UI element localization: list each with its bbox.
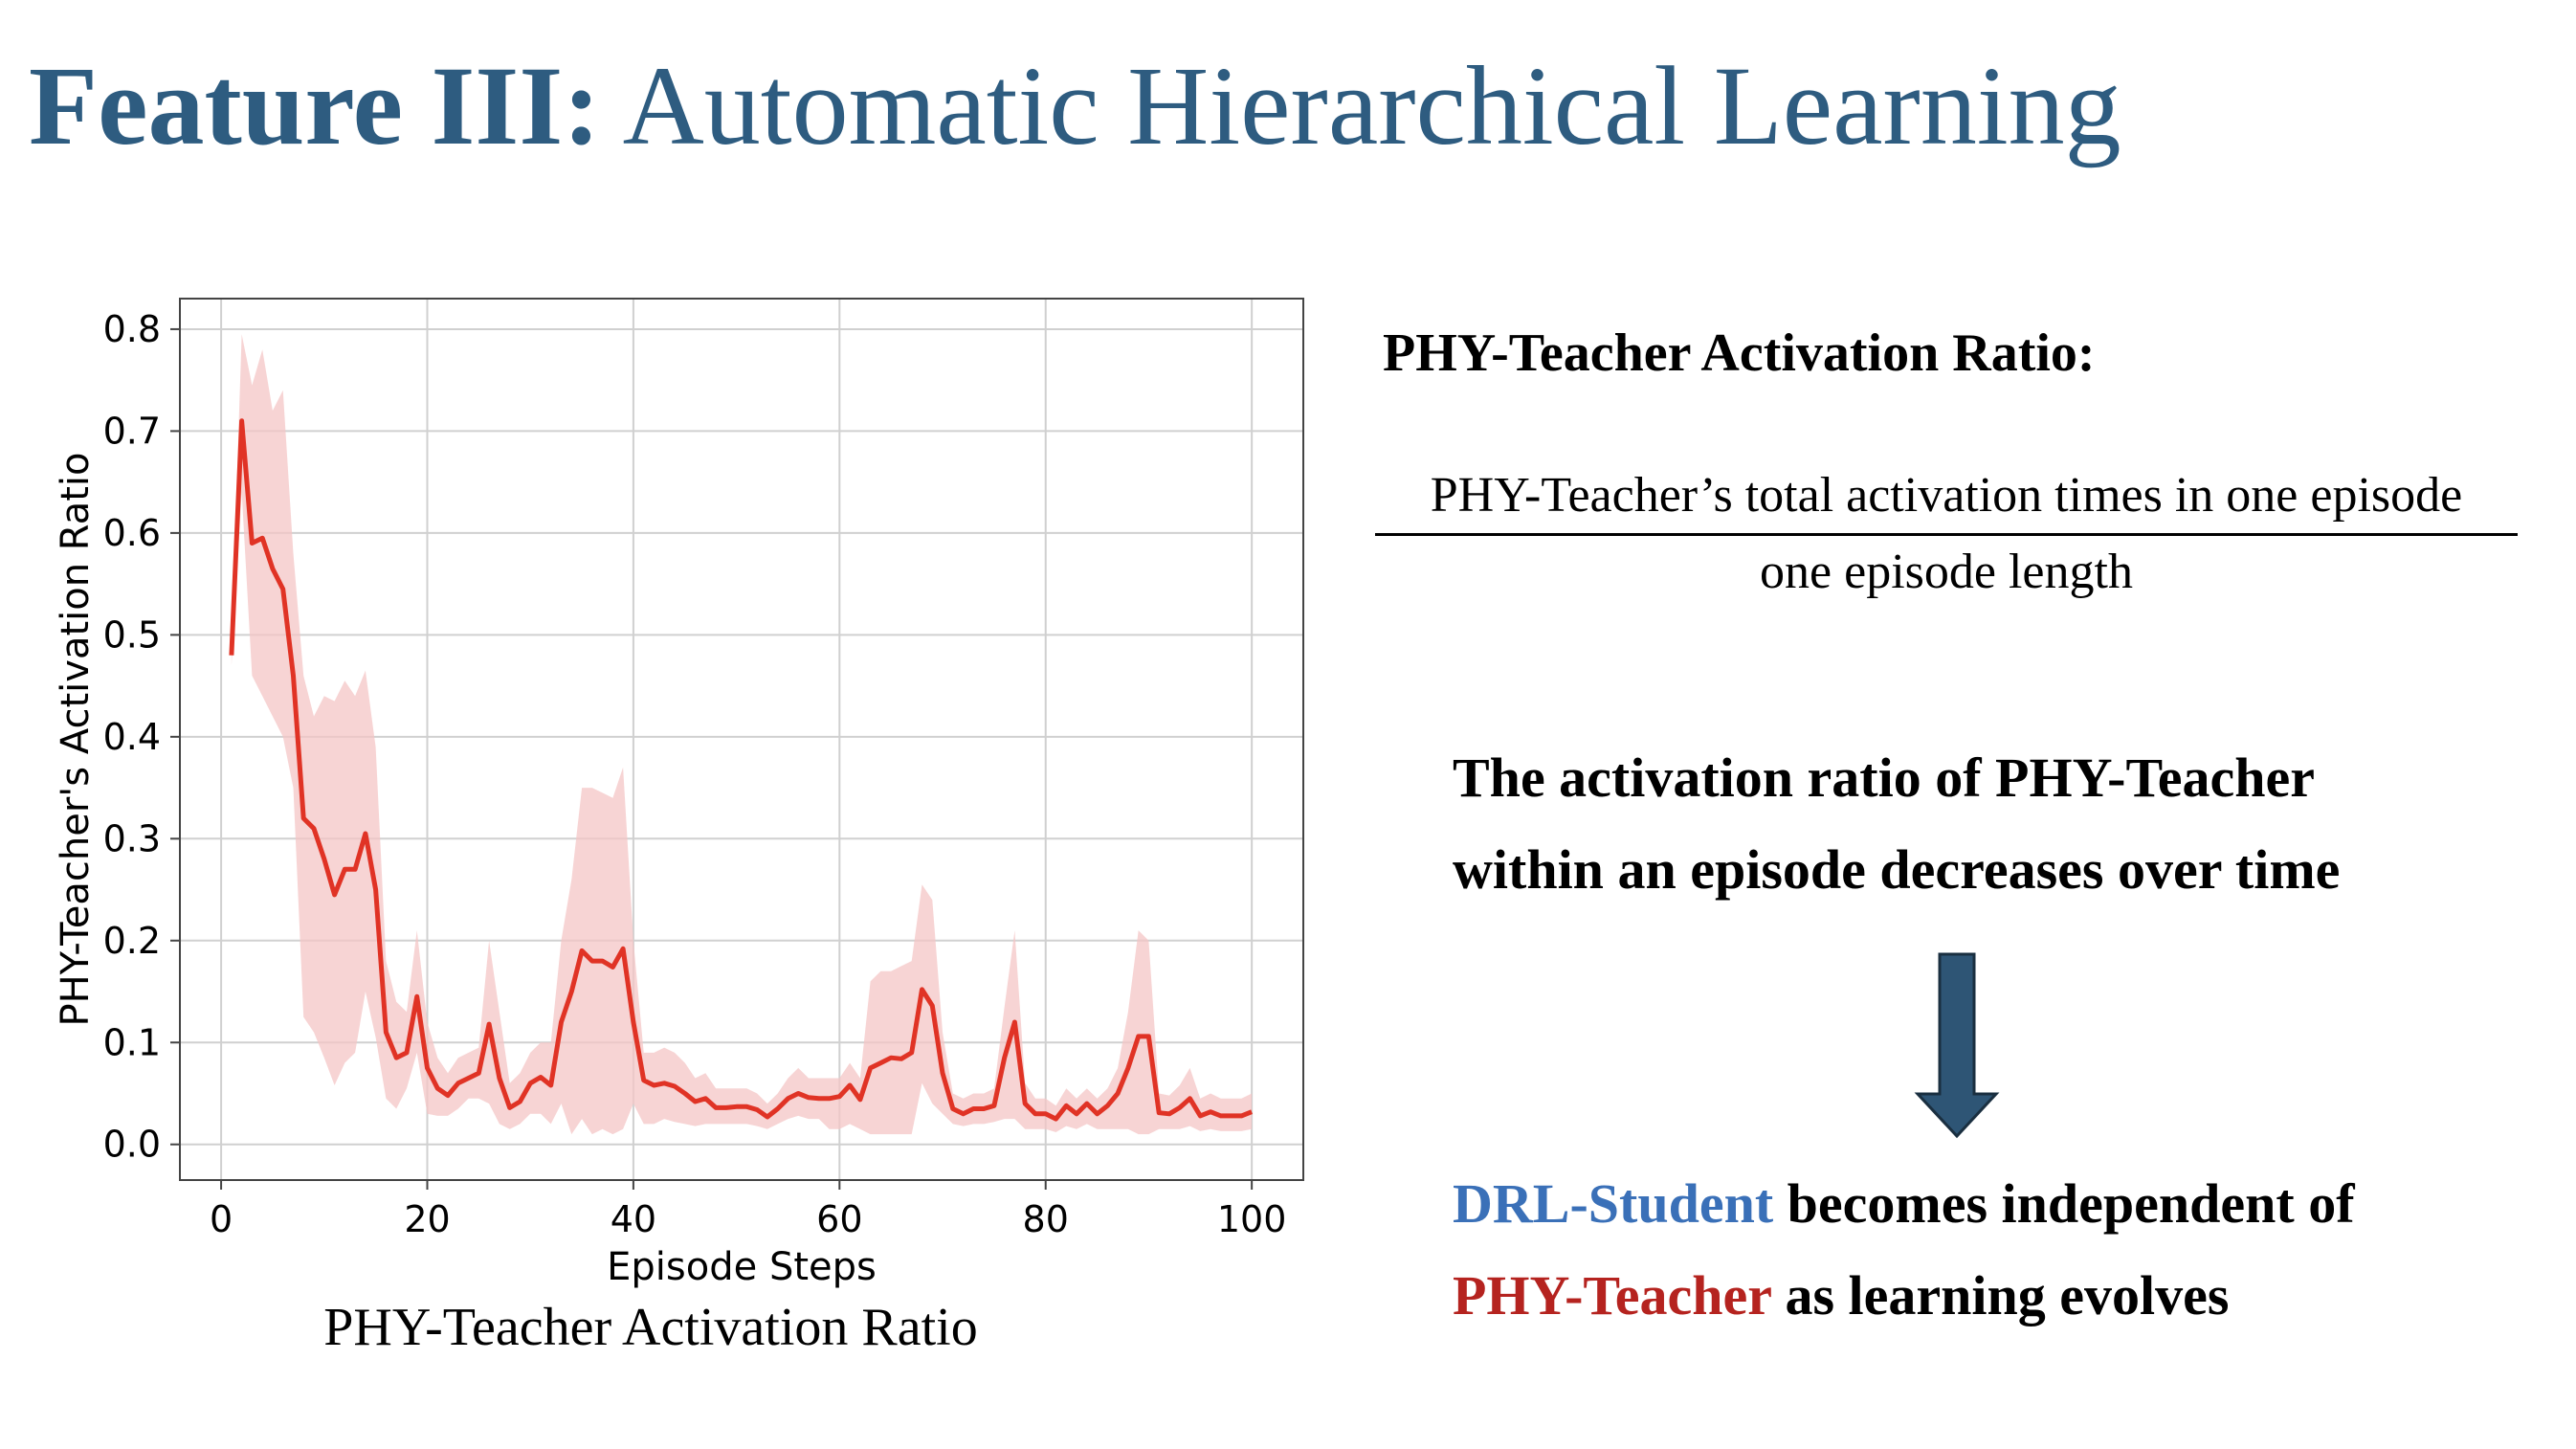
statement-line-2: within an episode decreases over time <box>1453 838 2341 901</box>
x-tick-label: 0 <box>210 1198 233 1240</box>
drl-student-term: DRL-Student <box>1453 1172 1774 1235</box>
x-tick-label: 80 <box>1023 1198 1069 1240</box>
conclusion-middle: becomes independent of <box>1773 1172 2355 1235</box>
y-tick-label: 0.4 <box>103 716 161 758</box>
x-tick-label: 100 <box>1217 1198 1287 1240</box>
x-axis-label: Episode Steps <box>607 1245 877 1289</box>
y-tick-label: 0.2 <box>103 920 161 962</box>
y-tick-label: 0.0 <box>103 1124 161 1166</box>
title-topic: Automatic Hierarchical Learning <box>622 43 2121 168</box>
y-axis-label: PHY-Teacher's Activation Ratio <box>54 452 98 1026</box>
conclusion-line-1: DRL-Student becomes independent of <box>1453 1158 2355 1250</box>
y-tick-label: 0.1 <box>103 1021 161 1063</box>
y-tick-label: 0.7 <box>103 410 161 452</box>
y-tick-label: 0.6 <box>103 512 161 554</box>
formula-heading: PHY-Teacher Activation Ratio: <box>1383 323 2096 383</box>
slide-title: Feature III: Automatic Hierarchical Lear… <box>29 38 2121 174</box>
chart-caption: PHY-Teacher Activation Ratio <box>323 1298 978 1357</box>
x-tick-label: 20 <box>404 1198 450 1240</box>
x-tick-label: 60 <box>816 1198 862 1240</box>
y-tick-label: 0.3 <box>103 817 161 859</box>
title-feature-label: Feature III: <box>29 43 601 168</box>
series-line <box>229 418 1254 1122</box>
conclusion-statement: DRL-Student becomes independent of PHY-T… <box>1453 1158 2355 1342</box>
fraction-bar <box>1375 533 2518 536</box>
observation-statement: The activation ratio of PHY-Teacher with… <box>1453 732 2340 916</box>
plot-frame <box>179 298 1304 1181</box>
conclusion-end: as learning evolves <box>1770 1264 2230 1326</box>
y-tick-label: 0.5 <box>103 613 161 656</box>
formula-numerator: PHY-Teacher’s total activation times in … <box>1430 468 2463 523</box>
y-tick-label: 0.8 <box>103 308 161 350</box>
x-tick-label: 40 <box>611 1198 656 1240</box>
phy-teacher-term: PHY-Teacher <box>1453 1264 1771 1326</box>
statement-line-1: The activation ratio of PHY-Teacher <box>1453 747 2316 809</box>
grid-lines <box>180 299 1303 1180</box>
tick-labels: 0 20 40 60 80 100 0.0 0.1 0.2 0.3 0.4 0.5 0.6 0.7 0.8 <box>103 308 1287 1240</box>
down-arrow-icon <box>1914 952 2000 1139</box>
conclusion-line-2: PHY-Teacher as learning evolves <box>1453 1250 2355 1342</box>
formula-denominator: one episode length <box>1760 545 2133 599</box>
ratio-formula: PHY-Teacher’s total activation times in … <box>1375 467 2518 600</box>
